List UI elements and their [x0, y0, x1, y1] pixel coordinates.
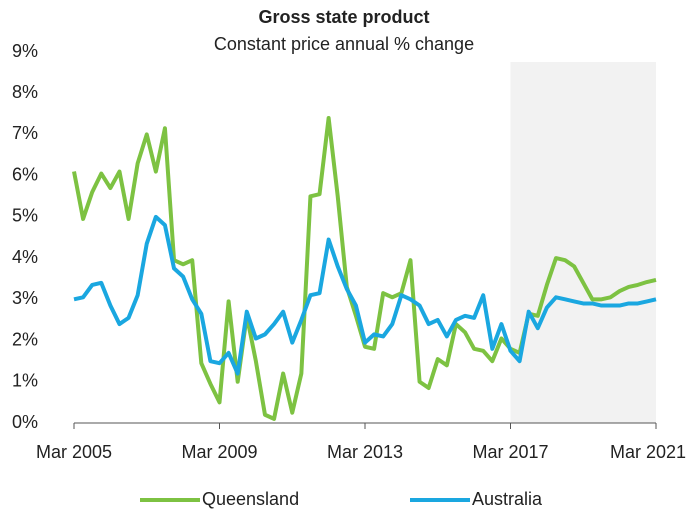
series-line	[72, 115, 657, 421]
y-tick-label: 4%	[12, 247, 38, 267]
y-tick-label: 6%	[12, 164, 38, 184]
legend-label: Queensland	[202, 489, 299, 509]
y-tick-label: 1%	[12, 371, 38, 391]
y-tick-label: 5%	[12, 206, 38, 226]
y-tick-label: 0%	[12, 412, 38, 432]
chart-title: Gross state product	[258, 7, 429, 27]
x-tick-label: Mar 2017	[472, 442, 548, 462]
y-tick-label: 7%	[12, 123, 38, 143]
chart-subtitle: Constant price annual % change	[214, 34, 474, 54]
x-tick-label: Mar 2005	[36, 442, 112, 462]
x-tick-label: Mar 2021	[610, 442, 686, 462]
y-tick-label: 9%	[12, 41, 38, 61]
y-tick-label: 8%	[12, 82, 38, 102]
x-tick-label: Mar 2009	[181, 442, 257, 462]
y-tick-label: 3%	[12, 288, 38, 308]
forecast-shade	[510, 62, 656, 423]
legend-label: Australia	[472, 489, 543, 509]
y-tick-label: 2%	[12, 329, 38, 349]
series-line	[73, 214, 657, 376]
x-tick-label: Mar 2013	[327, 442, 403, 462]
